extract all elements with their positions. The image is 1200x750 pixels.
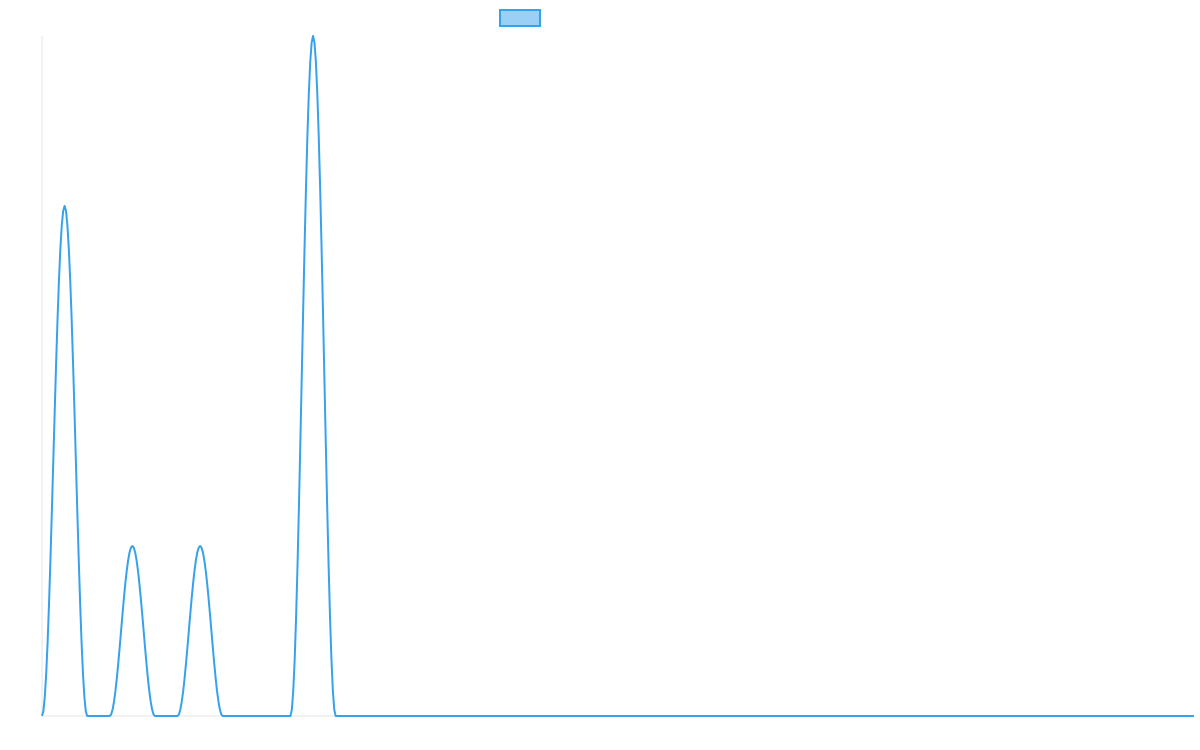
axes-layer (41, 36, 1194, 717)
legend[interactable] (499, 9, 541, 27)
legend-swatch[interactable] (499, 9, 541, 27)
series-layer (41, 35, 1194, 717)
series-line-0 (41, 35, 1194, 717)
